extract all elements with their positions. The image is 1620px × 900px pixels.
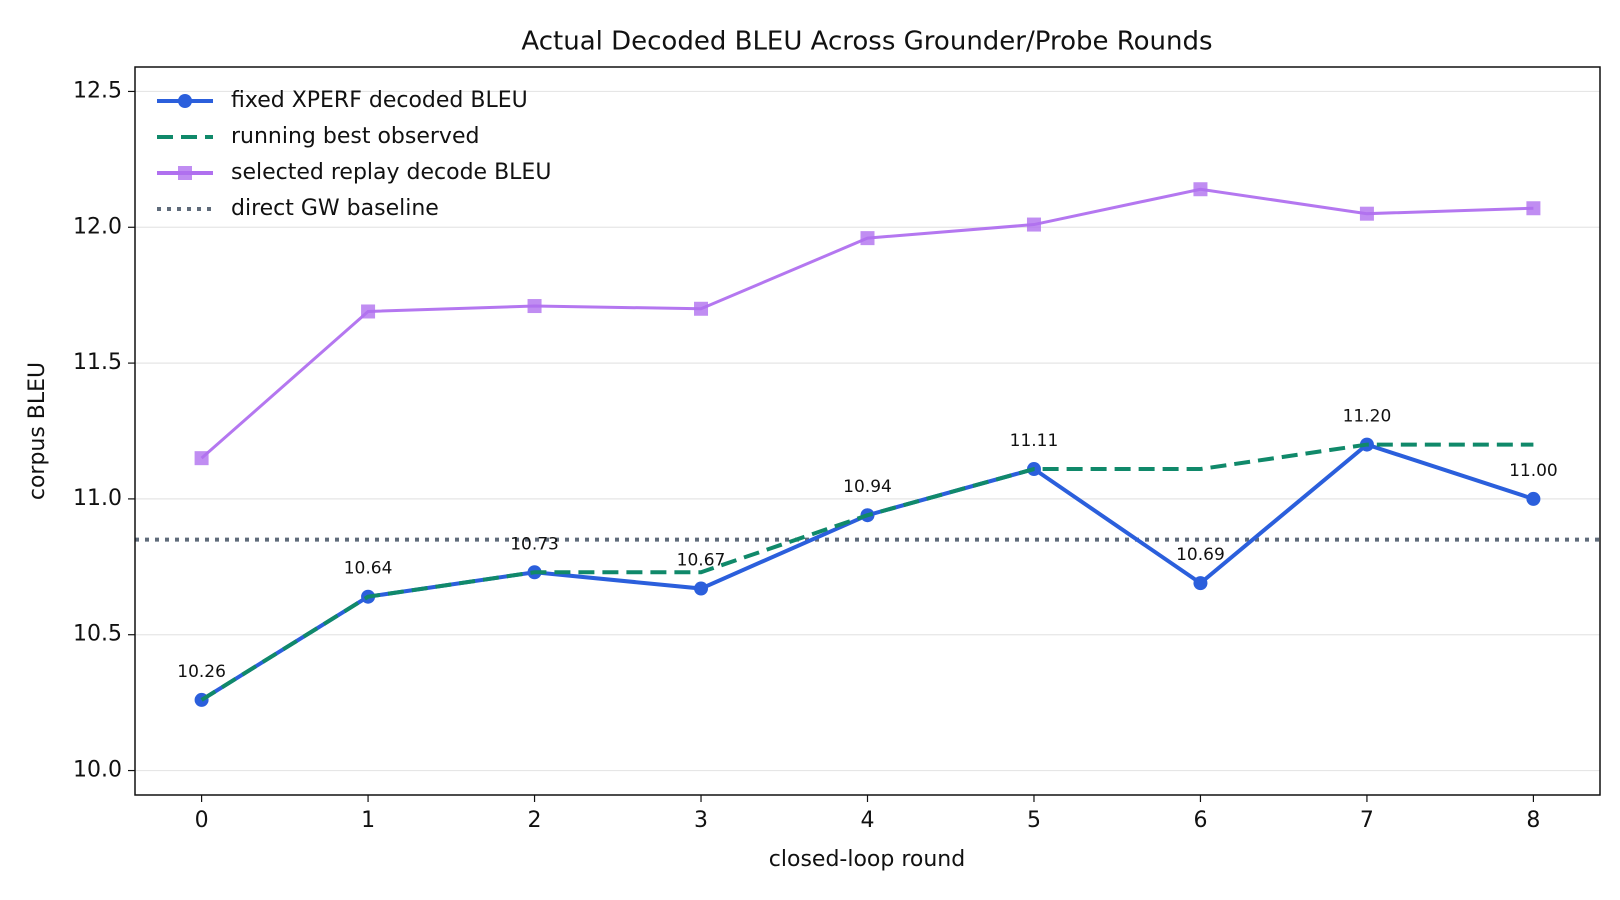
x-tick-label: 5 bbox=[1027, 808, 1041, 833]
data-label: 11.00 bbox=[1509, 461, 1558, 481]
point bbox=[1359, 206, 1374, 221]
y-tick-label: 11.5 bbox=[73, 350, 122, 375]
legend-label: direct GW baseline bbox=[231, 196, 439, 221]
data-label: 11.20 bbox=[1343, 407, 1392, 427]
series-line bbox=[200, 187, 1534, 460]
data-label: 10.73 bbox=[510, 534, 559, 554]
y-tick-label: 10.0 bbox=[73, 758, 122, 783]
series-line bbox=[200, 442, 1534, 702]
point bbox=[1526, 491, 1541, 506]
plot-frame bbox=[134, 66, 1601, 796]
y-axis-label: corpus BLEU bbox=[25, 362, 50, 500]
legend-label: selected replay decode BLEU bbox=[231, 160, 551, 185]
legend-label: running best observed bbox=[231, 124, 479, 149]
point bbox=[1193, 576, 1208, 591]
point bbox=[1026, 217, 1041, 232]
x-tick-label: 4 bbox=[861, 808, 875, 833]
point bbox=[694, 581, 709, 596]
point bbox=[527, 299, 542, 314]
legend-marker bbox=[178, 166, 192, 180]
data-label: 10.26 bbox=[177, 662, 226, 682]
chart-title: Actual Decoded BLEU Across Grounder/Prob… bbox=[521, 27, 1212, 57]
y-tick-label: 10.5 bbox=[73, 622, 122, 647]
x-axis-label: closed-loop round bbox=[769, 847, 965, 872]
x-tick-label: 7 bbox=[1360, 808, 1374, 833]
point bbox=[361, 304, 376, 319]
x-tick-label: 0 bbox=[195, 808, 209, 833]
legend-marker bbox=[178, 94, 192, 108]
y-tick-label: 12.5 bbox=[73, 78, 122, 103]
point bbox=[1526, 201, 1541, 216]
data-label: 10.94 bbox=[843, 477, 892, 497]
x-tick-label: 1 bbox=[361, 808, 375, 833]
point bbox=[1193, 182, 1208, 197]
data-label: 10.69 bbox=[1176, 545, 1225, 565]
x-tick-label: 8 bbox=[1526, 808, 1540, 833]
point bbox=[194, 451, 209, 466]
legend-label: fixed XPERF decoded BLEU bbox=[231, 88, 528, 113]
y-tick-label: 11.0 bbox=[73, 486, 122, 511]
point bbox=[694, 301, 709, 316]
y-tick-label: 12.0 bbox=[73, 214, 122, 239]
x-tick-label: 3 bbox=[694, 808, 708, 833]
x-tick-label: 2 bbox=[528, 808, 542, 833]
point bbox=[860, 231, 875, 246]
x-tick-label: 6 bbox=[1193, 808, 1207, 833]
data-label: 10.64 bbox=[344, 559, 393, 579]
data-label: 11.11 bbox=[1010, 431, 1059, 451]
data-label: 10.67 bbox=[677, 551, 726, 571]
